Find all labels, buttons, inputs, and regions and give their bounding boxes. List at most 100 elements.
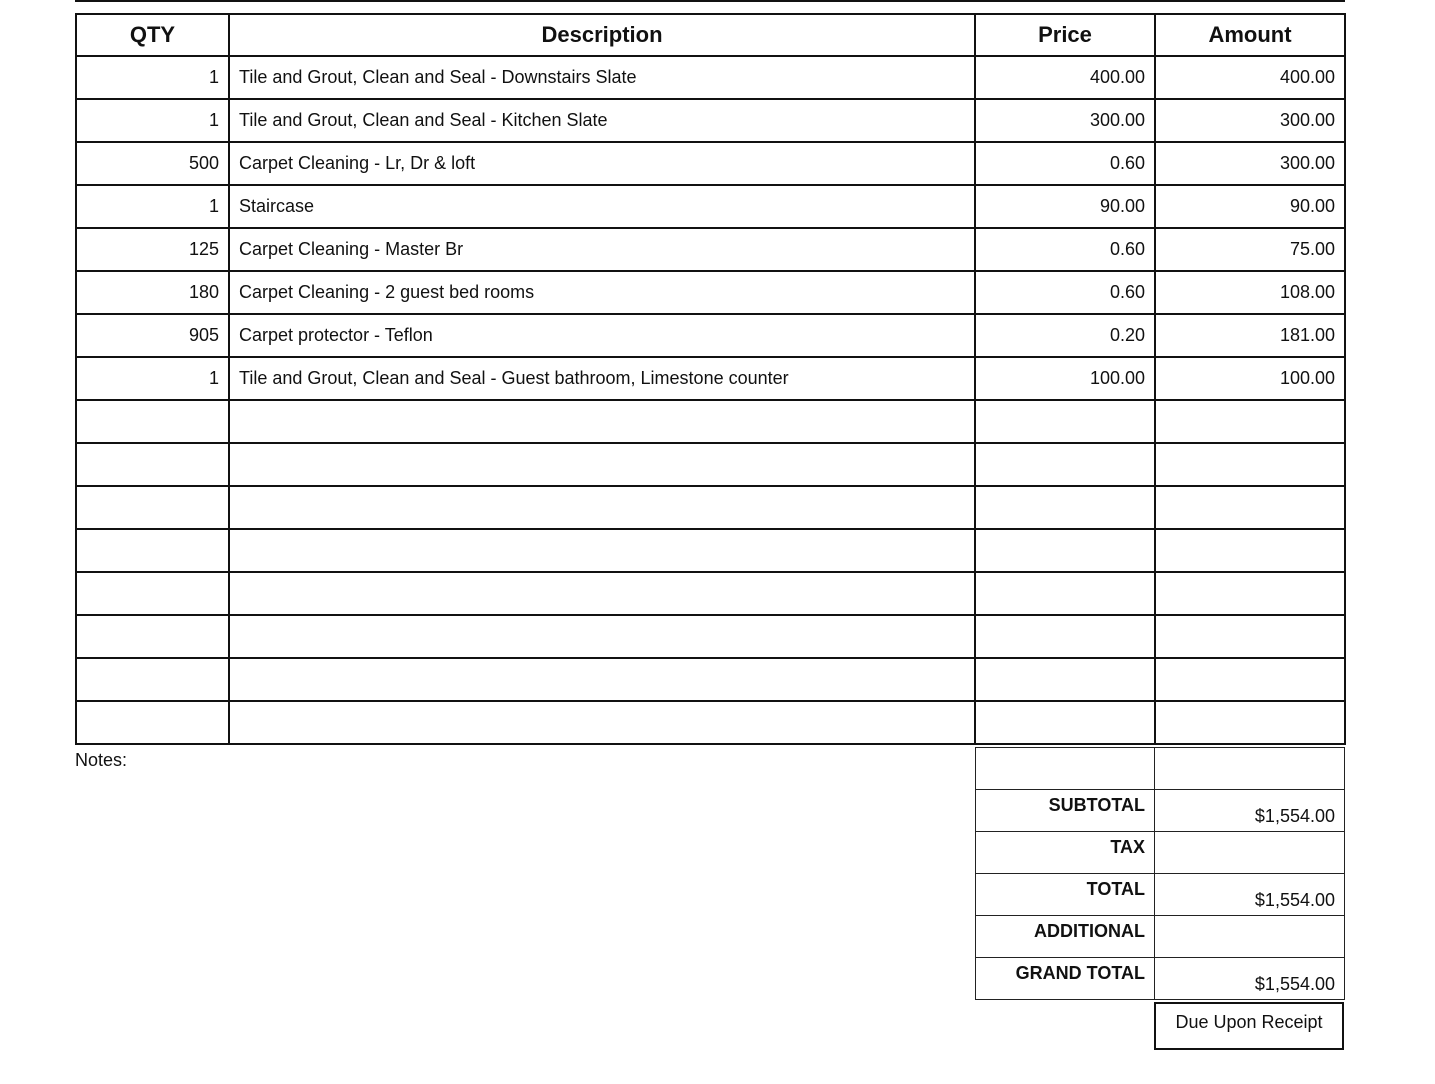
cell-description: Tile and Grout, Clean and Seal - Downsta… [230, 57, 976, 98]
cell-amount [1156, 702, 1344, 743]
cell-description: Tile and Grout, Clean and Seal - Guest b… [230, 358, 976, 399]
cell-qty [77, 702, 230, 743]
cell-qty: 125 [77, 229, 230, 270]
cell-description [230, 616, 976, 657]
cell-qty: 1 [77, 186, 230, 227]
empty-table-row [77, 616, 1344, 659]
cell-amount [1156, 573, 1344, 614]
cell-price: 0.60 [976, 229, 1156, 270]
subtotal-label: SUBTOTAL [976, 790, 1155, 831]
cell-price [976, 530, 1156, 571]
cell-qty: 905 [77, 315, 230, 356]
top-rule [75, 0, 1345, 2]
cell-amount [1156, 401, 1344, 442]
cell-qty [77, 573, 230, 614]
table-row: 1 Tile and Grout, Clean and Seal - Downst… [77, 57, 1344, 100]
grand-total-value: $1,554.00 [1254, 974, 1335, 994]
cell-price: 0.60 [976, 272, 1156, 313]
tax-label: TAX [976, 832, 1155, 873]
summary-blank-value [1155, 748, 1344, 789]
cell-amount [1156, 616, 1344, 657]
total-row: TOTAL $1,554.00 [976, 874, 1344, 916]
cell-amount: 300.00 [1279, 153, 1335, 173]
grand-total-row: GRAND TOTAL $1,554.00 [976, 958, 1344, 1000]
cell-qty: 1 [77, 100, 230, 141]
cell-description: Tile and Grout, Clean and Seal - Kitchen… [230, 100, 976, 141]
cell-qty [77, 616, 230, 657]
header-amount: Amount [1208, 22, 1292, 47]
cell-qty: 180 [77, 272, 230, 313]
cell-amount [1156, 530, 1344, 571]
header-price: Price [976, 15, 1156, 55]
payment-terms: Due Upon Receipt [1154, 1002, 1344, 1050]
table-row: 1 Tile and Grout, Clean and Seal - Kitche… [77, 100, 1344, 143]
cell-price [976, 444, 1156, 485]
grand-total-label: GRAND TOTAL [976, 958, 1155, 999]
cell-qty [77, 444, 230, 485]
cell-qty [77, 487, 230, 528]
header-qty: QTY [77, 15, 230, 55]
cell-amount: 108.00 [1279, 282, 1335, 302]
cell-amount [1156, 659, 1344, 700]
cell-qty: 500 [77, 143, 230, 184]
empty-table-row [77, 444, 1344, 487]
table-row: 500 Carpet Cleaning - Lr, Dr & loft 0.60 30… [77, 143, 1344, 186]
cell-qty [77, 401, 230, 442]
additional-value [1155, 916, 1344, 957]
cell-description: Carpet Cleaning - Lr, Dr & loft [230, 143, 976, 184]
subtotal-row: SUBTOTAL $1,554.00 [976, 790, 1344, 832]
table-body: 1 Tile and Grout, Clean and Seal - Downst… [77, 57, 1344, 745]
empty-table-row [77, 487, 1344, 530]
cell-qty: 1 [77, 358, 230, 399]
cell-amount: 300.00 [1279, 110, 1335, 130]
tax-row: TAX [976, 832, 1344, 874]
cell-amount: 100.00 [1279, 368, 1335, 388]
cell-price [976, 616, 1156, 657]
additional-row: ADDITIONAL [976, 916, 1344, 958]
empty-table-row [77, 573, 1344, 616]
cell-amount [1156, 444, 1344, 485]
cell-description: Carpet Cleaning - Master Br [230, 229, 976, 270]
cell-price: 0.60 [976, 143, 1156, 184]
cell-price: 0.20 [976, 315, 1156, 356]
cell-description [230, 487, 976, 528]
cell-amount: 181.00 [1279, 325, 1335, 345]
cell-description: Staircase [230, 186, 976, 227]
table-row: 180 Carpet Cleaning - 2 guest bed rooms 0.… [77, 272, 1344, 315]
table-row: 1 Tile and Grout, Clean and Seal - Guest … [77, 358, 1344, 401]
cell-description [230, 444, 976, 485]
cell-description [230, 530, 976, 571]
cell-description: Carpet protector - Teflon [230, 315, 976, 356]
header-description: Description [230, 15, 976, 55]
cell-qty [77, 659, 230, 700]
summary-table: SUBTOTAL $1,554.00 TAX TOTAL $1,554.00 ADD… [975, 747, 1345, 1000]
total-label: TOTAL [976, 874, 1155, 915]
notes-label: Notes: [75, 750, 128, 770]
cell-description [230, 659, 976, 700]
summary-blank-row [976, 748, 1344, 790]
empty-table-row [77, 702, 1344, 745]
cell-qty: 1 [77, 57, 230, 98]
cell-amount [1156, 487, 1344, 528]
cell-amount: 400.00 [1279, 67, 1335, 87]
cell-qty [77, 530, 230, 571]
empty-table-row [77, 401, 1344, 444]
tax-value [1155, 832, 1344, 873]
cell-description [230, 573, 976, 614]
cell-price: 400.00 [976, 57, 1156, 98]
cell-price [976, 659, 1156, 700]
line-items-table: QTY Description Price Amount 1 Tile and G… [75, 13, 1346, 745]
cell-amount: 75.00 [1289, 239, 1335, 259]
table-header-row: QTY Description Price Amount [77, 15, 1344, 57]
cell-description [230, 401, 976, 442]
total-value: $1,554.00 [1254, 890, 1335, 910]
cell-price [976, 401, 1156, 442]
subtotal-value: $1,554.00 [1254, 806, 1335, 826]
cell-price [976, 487, 1156, 528]
cell-description [230, 702, 976, 743]
cell-description: Carpet Cleaning - 2 guest bed rooms [230, 272, 976, 313]
cell-price: 90.00 [976, 186, 1156, 227]
summary-blank-label [976, 748, 1155, 789]
cell-price: 100.00 [976, 358, 1156, 399]
cell-amount: 90.00 [1289, 196, 1335, 216]
